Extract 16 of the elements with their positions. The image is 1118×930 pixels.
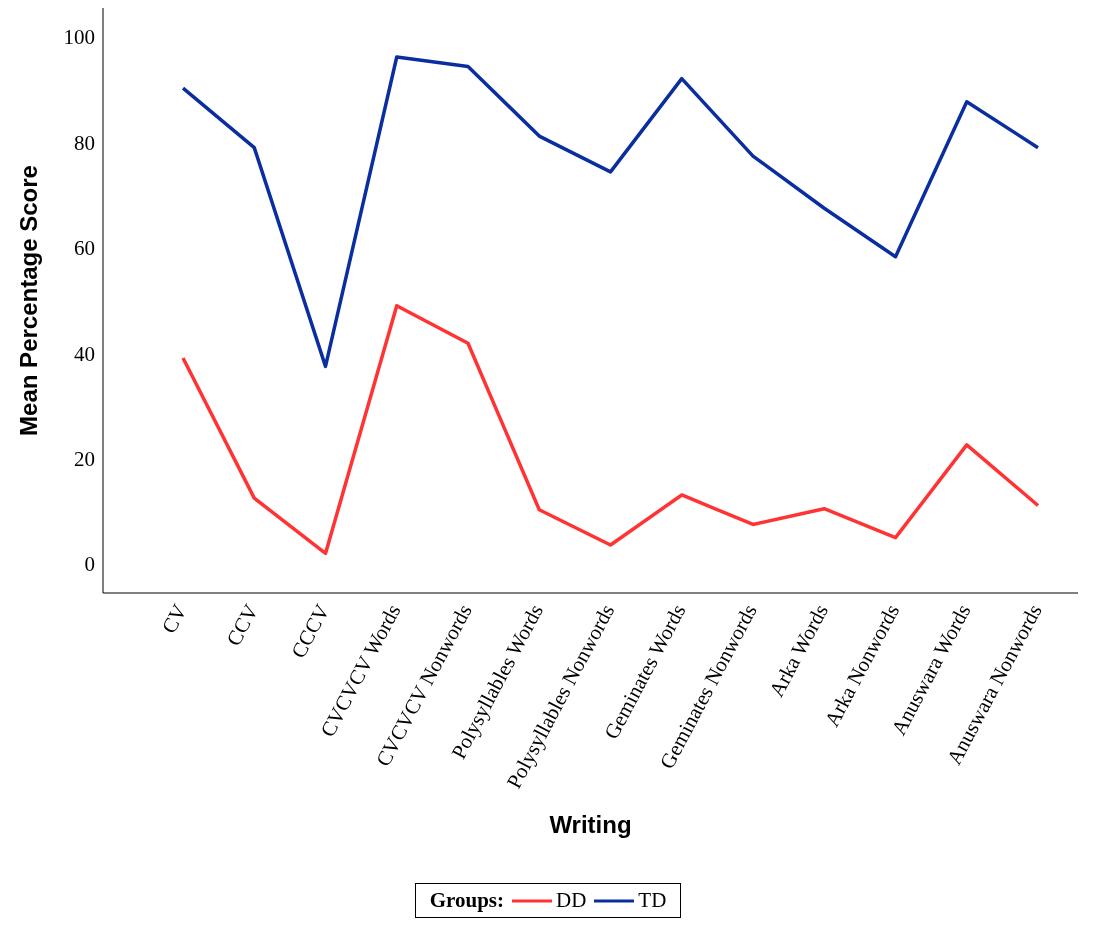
line-series (181, 55, 1040, 369)
y-tick-label: 60 (74, 236, 95, 261)
x-axis-title: Writing (549, 811, 632, 838)
legend-title: Groups: (429, 888, 504, 913)
y-tick-label: 80 (74, 130, 95, 155)
y-tick-label: 40 (74, 341, 95, 366)
y-axis-title: Mean Percentage Score (14, 165, 42, 436)
x-tick-label: CV (156, 600, 192, 638)
line-series (181, 304, 1040, 556)
x-tick-label: CCCV (286, 600, 335, 663)
x-tick-label: CCV (221, 600, 263, 650)
y-tick-label: 20 (74, 447, 95, 472)
y-tick-label: 100 (63, 25, 95, 50)
legend-label: TD (638, 888, 667, 913)
y-tick-label: 0 (84, 552, 95, 577)
legend-label: DD (555, 888, 587, 913)
